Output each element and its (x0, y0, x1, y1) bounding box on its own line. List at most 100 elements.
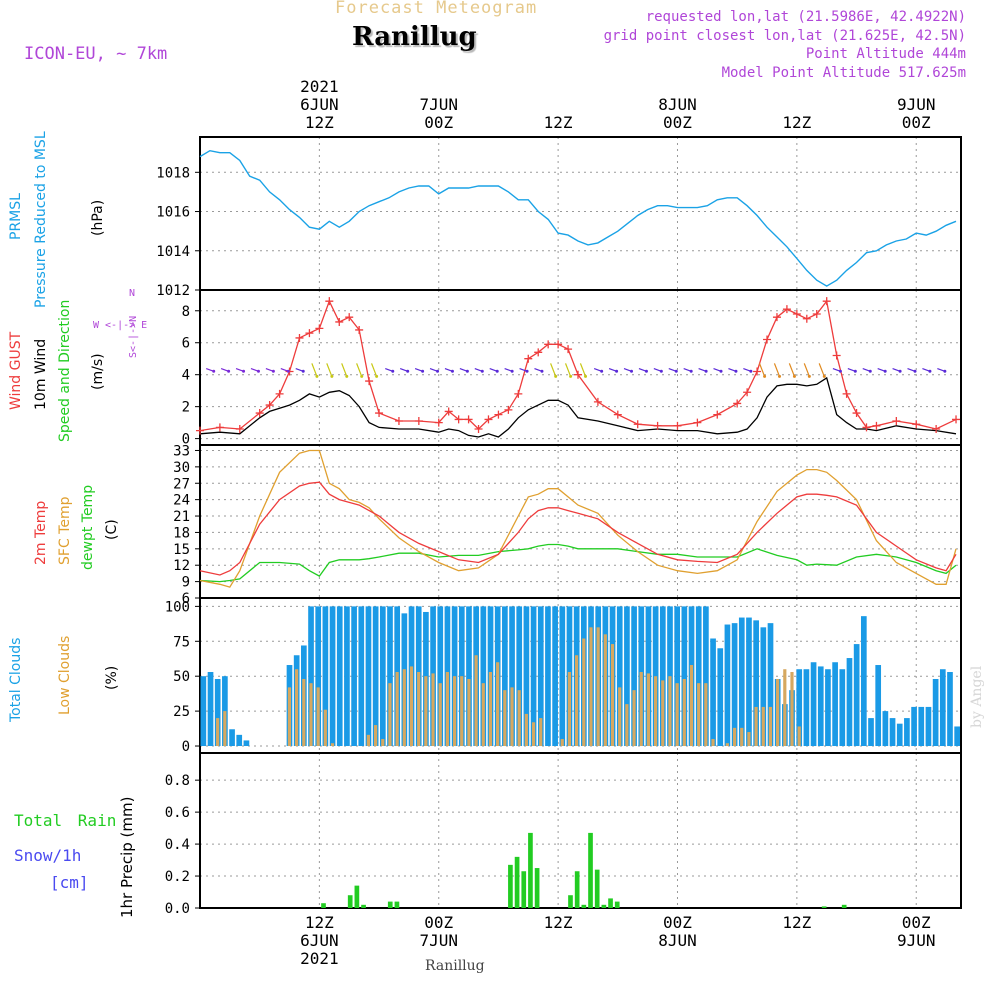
y-tick-label: 25 (173, 704, 190, 720)
total-cloud-bar (846, 658, 853, 747)
total-cloud-bar (214, 678, 221, 747)
total-cloud-bar (832, 662, 838, 747)
wind-arrow (758, 363, 766, 377)
wind-speed-line (199, 376, 957, 438)
low-cloud-bar (323, 709, 327, 747)
chart-title: Ranillug (352, 22, 477, 52)
wind-arrow-head (689, 369, 693, 373)
low-cloud-bar (417, 672, 421, 747)
low-cloud-bar (539, 718, 543, 747)
rain-bar (594, 869, 600, 908)
y-tick-label: 0.4 (165, 837, 190, 853)
y-tick-label: 1014 (156, 244, 190, 260)
bottom-time-label: 12Z (782, 913, 811, 932)
wind-arrow-head (227, 369, 231, 373)
total-cloud-bar (939, 669, 946, 747)
low-cloud-bar (632, 690, 636, 747)
gust-point (832, 351, 841, 360)
total-cloud-bar (839, 669, 846, 747)
low-cloud-bar (603, 634, 607, 747)
gust-point (753, 367, 762, 376)
top-time-label: 12Z (544, 113, 573, 132)
footer-location: Ranillug (425, 958, 485, 974)
gust-point (454, 415, 463, 424)
y-tick-label: 21 (173, 509, 190, 525)
rain-bar (568, 895, 573, 908)
top-time-label: 8JUN (658, 95, 697, 114)
y-tick-label: 75 (173, 634, 190, 650)
chart-subtitle: Forecast Meteogram (335, 0, 538, 18)
low-cloud-bar (374, 725, 378, 747)
wind-arrow-head (391, 369, 395, 373)
total-cloud-bar (803, 669, 810, 747)
low-cloud-bar (560, 739, 564, 747)
gust-point (554, 340, 563, 349)
low-cloud-bar (790, 672, 794, 747)
y-tick-label: 12 (173, 558, 190, 574)
pressure-line (199, 149, 957, 287)
wind-arrow-head (256, 369, 260, 373)
y-tick-label: 1016 (156, 205, 190, 221)
dewpoint-line (199, 543, 957, 583)
low-cloud-bar (575, 655, 579, 747)
total-cloud-bar (545, 606, 551, 747)
y-tick-label: 18 (173, 525, 190, 541)
wind-arrow-head (763, 374, 767, 378)
wind-arrow-head (286, 369, 290, 373)
gust-point (613, 410, 622, 419)
low-cloud-bar (460, 676, 464, 747)
low-cloud-bar (316, 687, 320, 747)
gust-point (325, 297, 334, 306)
wind-arrow-head (644, 369, 648, 373)
low-cloud-bar (474, 655, 478, 747)
low-cloud-bar (488, 672, 493, 747)
compass-n: N (129, 288, 136, 299)
low-cloud-bar (438, 683, 442, 747)
low-cloud-bar (496, 662, 500, 747)
total-cloud-bar (624, 606, 630, 747)
total-cloud-bar (674, 606, 681, 747)
y-tick-label: 9 (182, 575, 190, 591)
total-cloud-bar (207, 672, 214, 747)
y-tick-label: 24 (173, 493, 190, 509)
y-tick-label: 15 (173, 542, 190, 558)
gust-point (852, 409, 861, 418)
low-cloud-bar (704, 683, 708, 747)
gust-point (524, 354, 533, 363)
y-tick-label: 8 (182, 304, 190, 320)
low-cloud-bar (510, 687, 514, 747)
gust-point (196, 426, 204, 435)
wind-arrow-head (792, 374, 796, 378)
total-cloud-bar (932, 678, 939, 747)
rain-bar (354, 885, 360, 908)
gust-point (733, 399, 742, 408)
total-cloud-bar (516, 606, 523, 747)
rain-bar (841, 904, 847, 908)
y-tick-label: 50 (173, 669, 190, 685)
total-cloud-bar (796, 669, 803, 747)
low-cloud-bar (653, 676, 658, 747)
total-cloud-bar (868, 718, 874, 747)
low-cloud-bar (223, 711, 227, 747)
total-cloud-bar (810, 662, 817, 747)
wind-arrow-head (883, 369, 887, 373)
bottom-time-label: 00Z (902, 913, 931, 932)
bottom-time-label: 12Z (305, 913, 334, 932)
low-cloud-bar (395, 672, 399, 747)
y-tick-label: 1018 (156, 165, 190, 181)
gust-point (295, 333, 304, 342)
gust-point (494, 410, 503, 419)
gust-point (335, 317, 344, 326)
low-cloud-bar (589, 627, 593, 747)
wind-arrow (564, 363, 572, 377)
wind-arrow (356, 363, 363, 377)
gust-point (673, 421, 682, 430)
low-cloud-bar (409, 666, 414, 747)
low-cloud-bar (618, 687, 622, 747)
total-cloud-bar (243, 740, 250, 747)
top-time-label: 12Z (305, 113, 334, 132)
total-cloud-bar (229, 729, 235, 747)
total-cloud-bar (523, 606, 530, 747)
